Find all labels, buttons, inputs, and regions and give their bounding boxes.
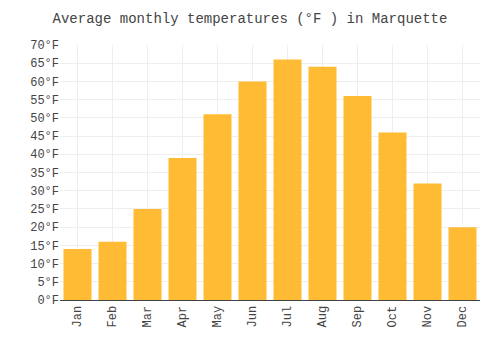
svg-text:5°F: 5°F — [37, 276, 59, 290]
svg-text:65°F: 65°F — [30, 57, 59, 71]
svg-text:15°F: 15°F — [30, 240, 59, 254]
svg-text:35°F: 35°F — [30, 167, 59, 181]
svg-text:20°F: 20°F — [30, 221, 59, 235]
svg-text:40°F: 40°F — [30, 148, 59, 162]
svg-text:10°F: 10°F — [30, 258, 59, 272]
svg-text:55°F: 55°F — [30, 94, 59, 108]
svg-text:45°F: 45°F — [30, 130, 59, 144]
svg-text:70°F: 70°F — [30, 39, 59, 53]
svg-text:Average monthly temperatures (: Average monthly temperatures (°F ) in Ma… — [53, 11, 448, 27]
svg-text:30°F: 30°F — [30, 185, 59, 199]
svg-text:60°F: 60°F — [30, 76, 59, 90]
svg-text:Aug: Aug — [316, 306, 330, 328]
svg-text:Jul: Jul — [281, 306, 295, 328]
svg-text:50°F: 50°F — [30, 112, 59, 126]
svg-text:Apr: Apr — [176, 306, 190, 328]
svg-text:May: May — [211, 306, 225, 328]
svg-text:Sep: Sep — [351, 306, 365, 328]
svg-text:Feb: Feb — [106, 306, 120, 328]
svg-text:Mar: Mar — [141, 306, 155, 328]
svg-text:Jan: Jan — [71, 306, 85, 328]
svg-text:Nov: Nov — [421, 306, 435, 328]
svg-text:25°F: 25°F — [30, 203, 59, 217]
svg-text:Jun: Jun — [246, 306, 260, 328]
svg-text:Oct: Oct — [386, 306, 400, 328]
svg-text:Dec: Dec — [456, 306, 470, 328]
svg-text:0°F: 0°F — [37, 294, 59, 308]
